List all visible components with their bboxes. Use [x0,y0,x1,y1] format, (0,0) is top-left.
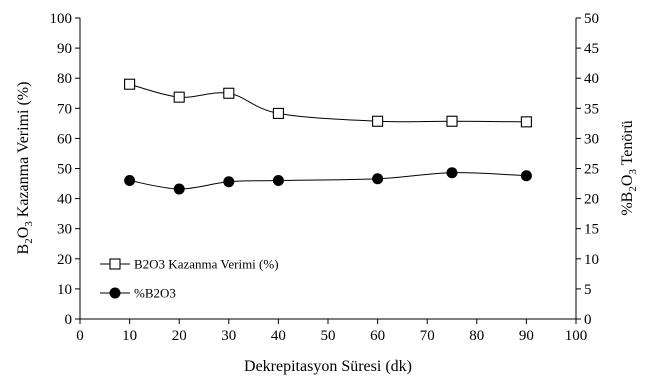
data-point-square [173,91,185,103]
x-tick-label: 100 [565,328,588,344]
y-right-tick-label: 30 [584,131,599,147]
data-point-circle [372,173,384,185]
plot-area [79,18,577,320]
x-tick-label: 70 [420,328,435,344]
y-right-tick-label: 5 [584,282,592,298]
y-left-tick-label: 10 [57,282,72,298]
data-point-circle [223,176,235,188]
legend-label-kazanma-verimi: B2O3 Kazanma Verimi (%) [134,257,279,272]
y-right-tick-label: 50 [584,11,599,27]
y-right-tick-label: 10 [584,252,599,268]
y-left-tick-label: 80 [57,71,72,87]
y-axis-left-title: B2O3 Kazanma Verimi (%) [15,82,35,255]
legend-circle-icon [109,287,121,299]
x-tick-label: 50 [321,328,336,344]
y-left-tick-label: 20 [57,252,72,268]
series-layer [124,78,532,195]
legend: B2O3 Kazanma Verimi (%) %B2O3 [100,257,279,301]
y-axis-right-title: %B2O3 Tenörü [619,120,639,215]
legend-item-kazanma-verimi: B2O3 Kazanma Verimi (%) [100,257,279,272]
data-point-square [446,115,458,127]
x-tick-label: 10 [122,328,137,344]
legend-square-icon [109,258,121,270]
x-tick-label: 90 [519,328,534,344]
data-point-circle [124,175,136,187]
data-point-square [124,78,136,90]
data-point-circle [520,170,532,182]
data-point-square [520,116,532,128]
y-right-tick-label: 25 [584,162,599,178]
series-line-1 [129,172,527,190]
x-tick-label: 30 [221,328,236,344]
x-tick-label: 20 [172,328,187,344]
data-point-circle [173,183,185,195]
data-point-square [223,87,235,99]
y-left-tick-label: 30 [57,222,72,238]
legend-label-b2o3: %B2O3 [134,286,176,301]
y-left-tick-label: 0 [65,312,73,328]
y-right-tick-label: 45 [584,41,599,57]
y-left-tick-label: 50 [57,162,72,178]
y-right-tick-label: 35 [584,101,599,117]
y-right-tick-label: 40 [584,71,599,87]
y-left-tick-label: 40 [57,192,72,208]
data-point-circle [446,167,458,179]
y-left-tick-label: 100 [50,11,73,27]
y-axis-left-ticks: 0 10 20 30 40 50 60 70 80 90 100 [50,11,80,328]
x-tick-label: 60 [370,328,385,344]
x-tick-label: 0 [76,328,84,344]
data-point-square [272,107,284,119]
series-line-0 [129,83,527,123]
legend-item-b2o3: %B2O3 [100,286,176,301]
y-axis-right-ticks: 0 5 10 15 20 25 30 35 40 45 50 [576,11,599,328]
x-tick-label: 40 [271,328,286,344]
data-point-circle [272,175,284,187]
y-left-tick-label: 90 [57,41,72,57]
y-right-tick-label: 15 [584,222,599,238]
x-axis-ticks: 0 10 20 30 40 50 60 70 80 90 100 [76,319,587,344]
x-tick-label: 80 [469,328,484,344]
y-left-tick-label: 70 [57,101,72,117]
x-axis-title: Dekrepitasyon Süresi (dk) [244,358,412,375]
y-right-tick-label: 0 [584,312,592,328]
y-right-tick-label: 20 [584,192,599,208]
data-point-square [372,115,384,127]
y-left-tick-label: 60 [57,131,72,147]
